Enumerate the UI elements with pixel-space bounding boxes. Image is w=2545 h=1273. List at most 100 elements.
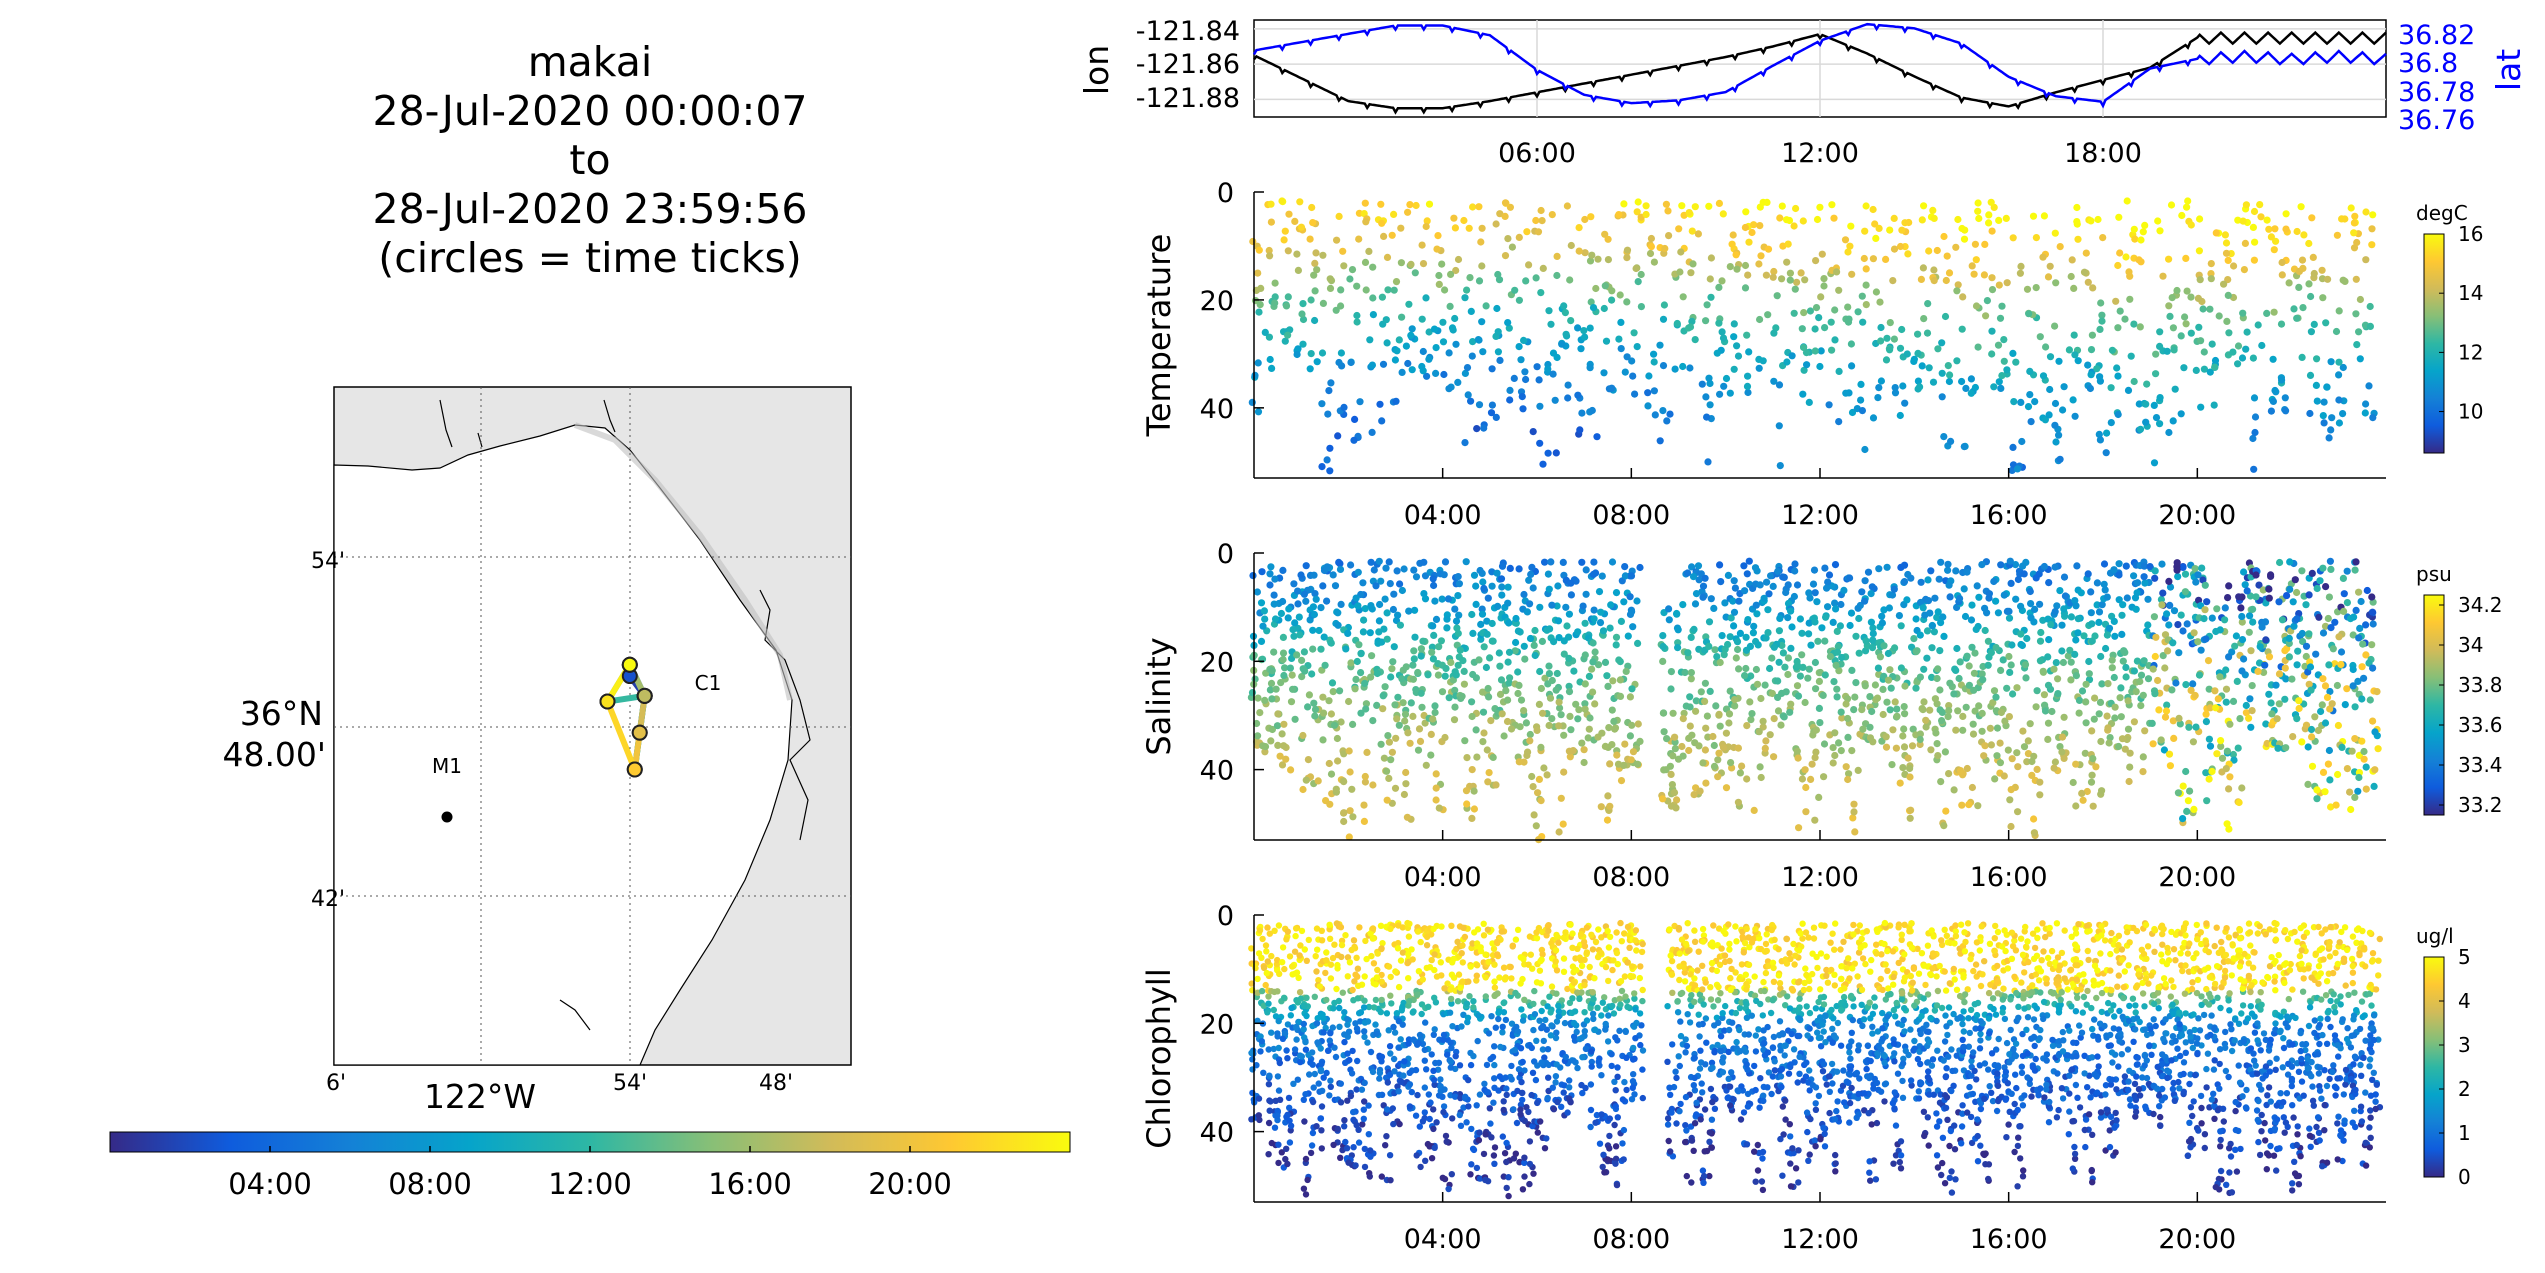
temperature-point (2089, 284, 2097, 292)
salinity-point (1766, 664, 1774, 673)
chlorophyll-point (1530, 1000, 1537, 1008)
salinity-point (1393, 715, 1401, 723)
temperature-point (1876, 298, 1884, 306)
salinity-point (1279, 649, 1288, 657)
lat-y-tick-label: 36.82 (2398, 20, 2475, 51)
chlorophyll-point (1286, 953, 1294, 960)
salinity-point (2369, 620, 2377, 628)
chlorophyll-point (1339, 989, 1347, 996)
salinity-point (1997, 561, 2005, 569)
salinity-point (1257, 599, 1266, 607)
temperature-point (1299, 315, 1308, 324)
chlorophyll-point (1465, 978, 1472, 985)
salinity-point (1484, 684, 1492, 693)
salinity-point (2229, 697, 2238, 706)
chlorophyll-point (1337, 1080, 1345, 1087)
salinity-point (2132, 688, 2140, 696)
temperature-point (2114, 372, 2122, 380)
salinity-point (1527, 570, 1535, 579)
salinity-point (2140, 573, 2148, 581)
position-x-tick-label: 06:00 (1498, 138, 1576, 169)
salinity-point (2000, 591, 2008, 599)
salinity-point (1822, 613, 1830, 621)
salinity-point (2267, 572, 2275, 581)
chlorophyll-point (1345, 1159, 1352, 1166)
temperature-point (1715, 319, 1723, 327)
salinity-point (1383, 767, 1391, 775)
salinity-point (1598, 729, 1606, 737)
salinity-point (1831, 751, 1839, 760)
temperature-point (1675, 225, 1683, 233)
chlorophyll-point (1366, 1173, 1374, 1180)
salinity-point (2061, 592, 2069, 600)
salinity-point (1846, 621, 1854, 630)
chlorophyll-point (1492, 991, 1499, 998)
chlorophyll-point (1517, 954, 1525, 961)
salinity-point (1847, 609, 1856, 617)
temperature-point (1730, 320, 1738, 328)
chlorophyll-point (1367, 1147, 1374, 1154)
temperature-point (2230, 262, 2238, 270)
chlorophyll-point (1448, 1044, 1455, 1052)
chlorophyll-point (1276, 970, 1283, 978)
chlorophyll-point (1459, 978, 1466, 985)
salinity-point (1811, 754, 1819, 762)
temperature-point (1726, 263, 1734, 271)
salinity-point (2071, 650, 2079, 659)
time-colorbar-tick-label: 04:00 (228, 1167, 312, 1201)
salinity-point (1882, 743, 1891, 751)
chlorophyll-point (1475, 1012, 1482, 1019)
salinity-point (2033, 687, 2041, 695)
salinity-point (2305, 680, 2313, 688)
salinity-point (1556, 704, 1564, 712)
salinity-point (1311, 705, 1320, 714)
temperature-point (2206, 368, 2214, 376)
temperature-point (1265, 246, 1273, 255)
chlorophyll-point (1583, 1045, 1590, 1053)
chlorophyll-point (1610, 957, 1617, 964)
chlorophyll-point (1360, 1106, 1368, 1113)
salinity-point (1891, 698, 1899, 706)
salinity-colorbar-tick-label: 34 (2458, 633, 2483, 657)
temperature-point (1402, 342, 1410, 350)
temperature-point (2290, 305, 2298, 313)
temperature-y-tick-label: 20 (1200, 286, 1234, 317)
temperature-point (1586, 364, 1594, 372)
chlorophyll-point (1365, 1102, 1372, 1109)
temperature-point (1952, 243, 1960, 251)
chlorophyll-point (1474, 1037, 1481, 1045)
salinity-point (1599, 627, 1608, 635)
temperature-y-tick-label: 0 (1217, 178, 1234, 209)
salinity-point (1719, 744, 1728, 752)
salinity-point (2060, 754, 2068, 763)
salinity-point (1468, 698, 1476, 706)
temperature-point (2251, 413, 2260, 421)
salinity-point (1268, 667, 1276, 675)
salinity-point (1429, 622, 1437, 630)
salinity-point (1869, 636, 1877, 644)
chlorophyll-point (1588, 1058, 1596, 1066)
chlorophyll-point (1274, 1112, 1281, 1119)
salinity-point (1479, 708, 1488, 716)
salinity-point (1660, 728, 1668, 736)
salinity-point (1885, 604, 1893, 612)
salinity-point (1750, 622, 1758, 630)
salinity-point (1492, 781, 1500, 789)
salinity-point (2231, 642, 2239, 650)
temperature-point (2197, 337, 2205, 345)
chlorophyll-point (1266, 930, 1274, 937)
temperature-point (1862, 202, 1870, 210)
temperature-point (1548, 211, 1556, 219)
temperature-point (2040, 212, 2048, 220)
salinity-point (1369, 717, 1377, 725)
temperature-point (1248, 398, 1256, 406)
salinity-point (1727, 759, 1735, 767)
salinity-point (2302, 652, 2310, 661)
chlorophyll-point (1263, 969, 1271, 977)
salinity-point (2103, 593, 2111, 601)
temperature-point (1551, 396, 1559, 404)
temperature-point (1501, 252, 1510, 260)
temperature-point (1702, 317, 1710, 325)
salinity-point (1850, 808, 1858, 816)
temperature-point (1307, 296, 1315, 304)
